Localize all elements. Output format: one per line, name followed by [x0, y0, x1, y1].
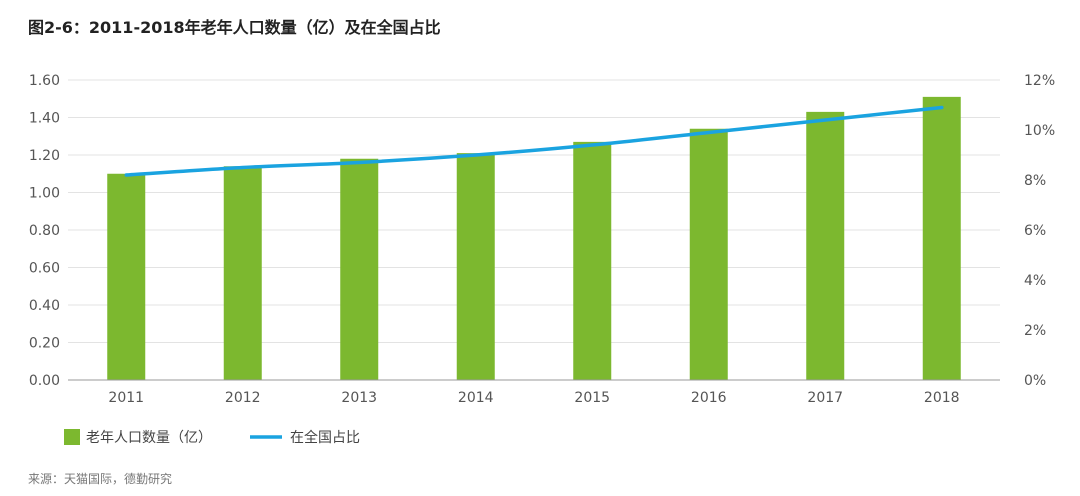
y-right-tick-label: 4% [1024, 273, 1046, 289]
x-axis: 2011 2012 2013 2014 2015 2016 2017 2018 [68, 379, 1000, 406]
legend-label-bar: 老年人口数量（亿） [86, 430, 212, 446]
y-right-tick-label: 8% [1024, 173, 1046, 189]
bar-2013 [340, 158, 379, 380]
y-axis-right: 0% 2% 4% 6% 8% 10% 12% [1024, 73, 1055, 389]
y-left-tick-label: 1.00 [29, 186, 60, 202]
bar-2011 [107, 173, 146, 380]
y-left-tick-label: 0.20 [29, 336, 60, 352]
gridlines [68, 79, 1000, 343]
y-left-tick-label: 0.80 [29, 223, 60, 239]
line-series [124, 105, 944, 177]
source-note: 来源：天猫国际，德勤研究 [28, 472, 173, 486]
y-right-tick-label: 6% [1024, 223, 1046, 239]
x-tick-label: 2011 [108, 390, 144, 406]
y-right-tick-label: 0% [1024, 373, 1046, 389]
y-axis-left: 0.00 0.20 0.40 0.60 0.80 1.00 1.20 1.40 1.60 [29, 73, 60, 389]
x-tick-label: 2013 [341, 390, 377, 406]
y-right-tick-label: 2% [1024, 323, 1046, 339]
y-left-tick-label: 0.60 [29, 261, 60, 277]
y-left-tick-label: 1.60 [29, 73, 60, 89]
x-tick-label: 2018 [924, 390, 960, 406]
bar-2015 [573, 141, 612, 380]
bar-2017 [806, 111, 845, 380]
y-left-tick-label: 0.40 [29, 298, 60, 314]
y-right-tick-label: 10% [1024, 123, 1055, 139]
x-tick-label: 2012 [225, 390, 261, 406]
bar-2012 [223, 166, 262, 380]
line-series-path [124, 105, 944, 177]
y-left-tick-label: 0.00 [29, 373, 60, 389]
bar-2018 [922, 96, 961, 380]
x-tick-label: 2016 [691, 390, 727, 406]
y-left-tick-label: 1.40 [29, 111, 60, 127]
x-tick-label: 2015 [574, 390, 610, 406]
x-tick-label: 2014 [458, 390, 494, 406]
y-right-tick-label: 12% [1024, 73, 1055, 89]
x-tick-label: 2017 [807, 390, 843, 406]
chart-title: 图2-6：2011-2018年老年人口数量（亿）及在全国占比 [28, 18, 441, 37]
legend: 老年人口数量（亿） 在全国占比 [64, 429, 360, 446]
y-left-tick-label: 1.20 [29, 148, 60, 164]
bar-2014 [456, 153, 495, 380]
bar-2016 [689, 128, 728, 380]
legend-swatch-bar [64, 429, 80, 445]
bar-series [107, 96, 961, 380]
legend-label-line: 在全国占比 [290, 429, 360, 446]
